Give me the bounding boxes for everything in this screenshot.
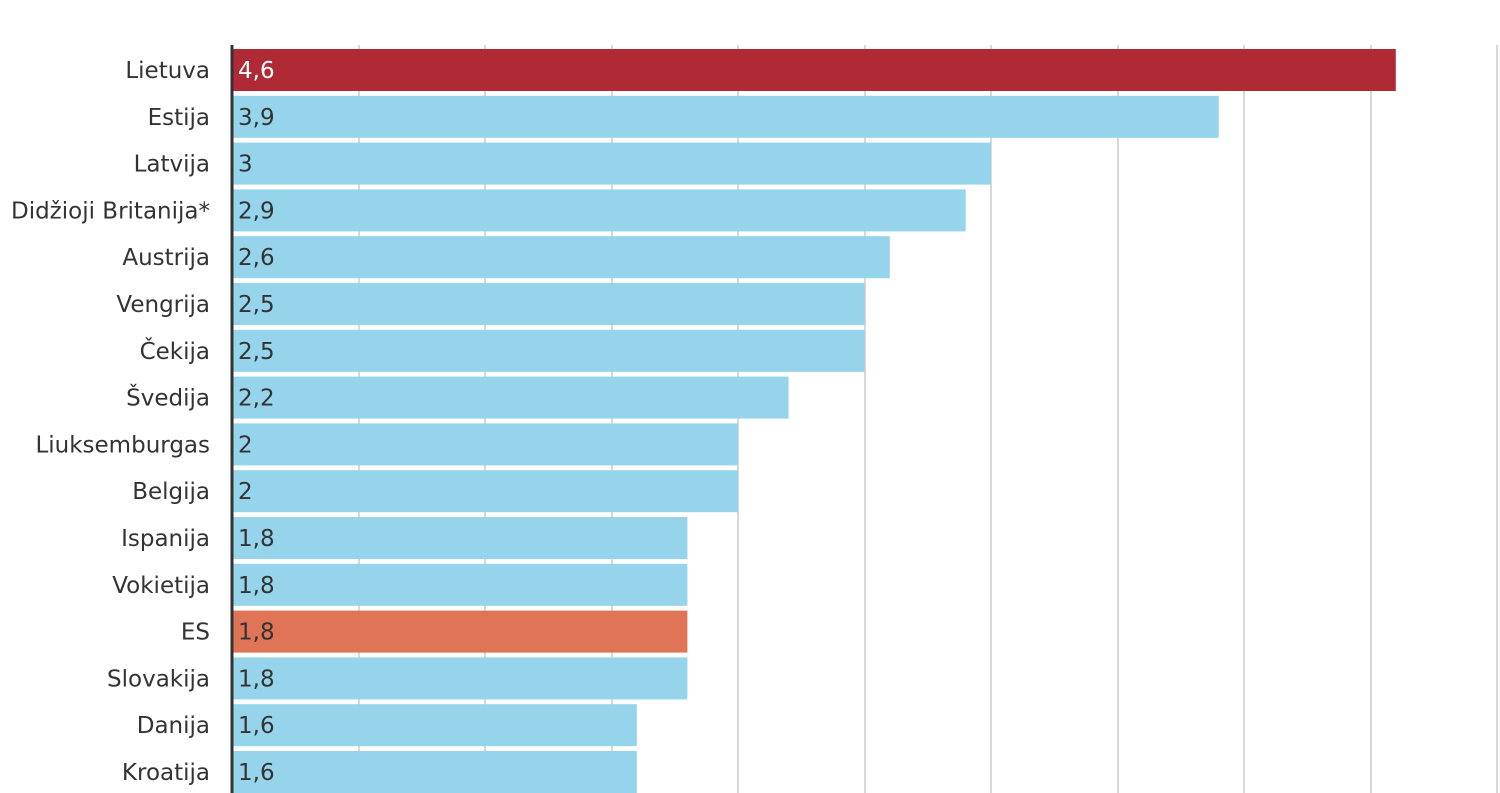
bars <box>232 49 1396 793</box>
category-label-14: Slovakija <box>107 666 210 692</box>
bar-16 <box>232 751 637 793</box>
value-label-8: 2,2 <box>238 386 275 412</box>
category-label-5: Austrija <box>122 245 210 271</box>
bar-11 <box>232 517 688 559</box>
bar-5 <box>232 236 890 279</box>
value-label-10: 2 <box>238 479 253 505</box>
category-label-3: Latvija <box>134 152 210 178</box>
bar-13 <box>232 610 688 653</box>
value-label-2: 3,9 <box>238 105 275 131</box>
value-label-15: 1,6 <box>238 713 275 739</box>
category-label-8: Švedija <box>126 384 210 412</box>
bar-10 <box>232 470 738 513</box>
category-label-4: Didžioji Britanija* <box>11 198 210 224</box>
category-label-1: Lietuva <box>125 58 210 84</box>
value-label-3: 3 <box>238 152 253 178</box>
bar-12 <box>232 563 688 606</box>
bar-1 <box>232 49 1396 91</box>
category-label-12: Vokietija <box>112 573 210 599</box>
value-label-6: 2,5 <box>238 292 275 318</box>
value-label-5: 2,6 <box>238 245 275 271</box>
value-label-7: 2,5 <box>238 339 275 365</box>
bar-9 <box>232 423 738 466</box>
bar-14 <box>232 657 688 700</box>
bar-2 <box>232 95 1219 138</box>
category-labels: Lietuva Estija Latvija Didžioji Britanija* A… <box>11 58 210 786</box>
category-label-15: Danija <box>137 713 210 739</box>
value-label-1: 4,6 <box>238 58 275 84</box>
value-labels: 4,6 3,9 3 2,9 2,6 2,5 2,5 2,2 2 2 1,8 1,8 1,8 1,8 1,6 1… <box>238 58 275 786</box>
value-label-11: 1,8 <box>238 526 275 552</box>
bar-15 <box>232 704 637 747</box>
bar-8 <box>232 376 789 419</box>
category-label-7: Čekija <box>140 337 210 365</box>
value-label-16: 1,6 <box>238 760 275 786</box>
category-label-9: Liuksemburgas <box>35 432 210 458</box>
bar-7 <box>232 329 865 372</box>
category-label-10: Belgija <box>132 479 210 505</box>
bar-3 <box>232 142 991 185</box>
category-label-13: ES <box>181 620 210 646</box>
bar-6 <box>232 283 865 325</box>
value-label-4: 2,9 <box>238 198 275 224</box>
category-label-11: Ispanija <box>121 526 210 552</box>
value-label-13: 1,8 <box>238 620 275 646</box>
category-label-6: Vengrija <box>116 292 210 318</box>
value-label-9: 2 <box>238 432 253 458</box>
category-label-2: Estija <box>148 105 210 131</box>
bar-4 <box>232 189 966 232</box>
value-label-14: 1,8 <box>238 666 275 692</box>
category-label-16: Kroatija <box>122 760 210 786</box>
value-label-12: 1,8 <box>238 573 275 599</box>
